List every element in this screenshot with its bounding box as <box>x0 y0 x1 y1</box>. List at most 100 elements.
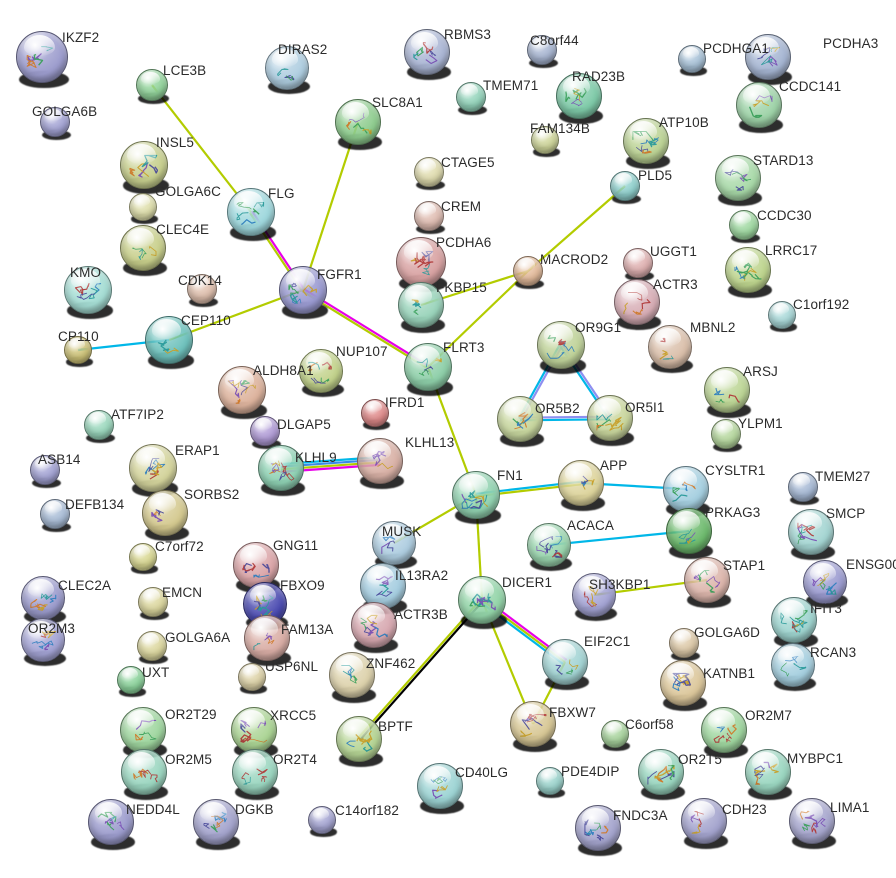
protein-structure-glyph <box>811 572 840 596</box>
node-label-katnb1: KATNB1 <box>703 666 756 681</box>
protein-node-golga6c[interactable] <box>129 193 158 224</box>
protein-node-ylpm1[interactable] <box>711 419 742 452</box>
protein-node-dicer1[interactable] <box>458 576 507 629</box>
node-rim <box>649 326 691 368</box>
node-label-dlgap5: DLGAP5 <box>277 417 331 432</box>
protein-node-katnb1[interactable] <box>660 660 707 711</box>
node-label-prkag3: PRKAG3 <box>705 505 761 520</box>
protein-node-asb14[interactable] <box>30 455 61 488</box>
node-highlight <box>630 121 658 140</box>
protein-node-bptf[interactable] <box>336 716 383 767</box>
protein-node-uggt1[interactable] <box>623 248 654 281</box>
protein-node-klhl13[interactable] <box>357 438 404 489</box>
node-label-fam13a: FAM13A <box>281 622 334 637</box>
node-highlight <box>715 421 734 434</box>
protein-node-mbnl2[interactable] <box>648 325 693 374</box>
protein-node-macrod2[interactable] <box>513 256 544 289</box>
node-label-golga6a: GOLGA6A <box>165 630 231 645</box>
protein-node-fgfr1[interactable] <box>279 266 328 319</box>
node-sphere <box>193 799 239 845</box>
protein-node-or2t4[interactable] <box>232 749 279 800</box>
edge-slc8a1-fgfr1[interactable] <box>301 121 360 291</box>
protein-node-ikzf2[interactable] <box>16 31 70 89</box>
protein-node-ensg0000[interactable] <box>803 560 848 609</box>
protein-node-pld5[interactable] <box>610 171 641 204</box>
node-label-kmo: KMO <box>70 265 102 280</box>
node-sphere <box>357 438 403 484</box>
node-rim <box>194 800 238 844</box>
protein-structure-glyph <box>656 337 685 361</box>
protein-node-fn1[interactable] <box>452 471 501 524</box>
protein-node-uxt[interactable] <box>117 666 146 697</box>
node-label-usp6nl: USP6NL <box>265 659 319 674</box>
node-highlight <box>249 585 276 603</box>
node-rim <box>790 799 834 843</box>
protein-node-c7orf72[interactable] <box>129 543 158 574</box>
node-highlight <box>411 32 439 51</box>
node-highlight <box>88 412 107 425</box>
node-label-cd40lg: CD40LG <box>455 765 509 780</box>
protein-node-atf7ip2[interactable] <box>84 410 115 443</box>
protein-node-ccdc141[interactable] <box>736 82 783 133</box>
protein-node-golga6b[interactable] <box>40 107 71 140</box>
protein-node-c6orf58[interactable] <box>601 720 630 751</box>
protein-node-or5i1[interactable] <box>587 395 634 446</box>
node-highlight <box>565 463 593 482</box>
protein-node-pde4dip[interactable] <box>536 767 565 798</box>
node-label-acaca: ACACA <box>567 518 615 533</box>
protein-node-lima1[interactable] <box>789 798 836 849</box>
protein-node-ctage5[interactable] <box>414 157 445 190</box>
protein-node-dgkb[interactable] <box>193 799 240 850</box>
protein-node-app[interactable] <box>558 460 605 511</box>
protein-structure-glyph <box>235 201 266 227</box>
node-label-diras2: DIRAS2 <box>278 42 328 57</box>
protein-structure-glyph <box>545 334 576 360</box>
edge-acaca-prkag3[interactable] <box>548 529 690 547</box>
protein-node-golga6a[interactable] <box>137 631 168 664</box>
protein-node-usp6nl[interactable] <box>238 663 267 694</box>
protein-node-cdh23[interactable] <box>681 798 728 849</box>
protein-node-acaca[interactable] <box>527 523 572 572</box>
protein-node-or2t29[interactable] <box>120 707 167 758</box>
protein-node-fkbp15[interactable] <box>398 282 445 333</box>
node-label-or2m5: OR2M5 <box>165 752 213 767</box>
protein-structure-glyph <box>689 810 719 835</box>
protein-node-arsj[interactable] <box>704 367 751 418</box>
node-sphere <box>536 767 564 795</box>
protein-node-crem[interactable] <box>414 201 445 234</box>
node-label-sh3kbp1: SH3KBP1 <box>589 577 651 592</box>
protein-node-tmem27[interactable] <box>788 472 819 505</box>
node-highlight <box>200 802 228 821</box>
node-highlight <box>772 303 789 315</box>
protein-node-tmem71[interactable] <box>456 82 487 115</box>
protein-node-or2m7[interactable] <box>701 707 748 758</box>
protein-node-pcdhga1[interactable] <box>678 45 707 76</box>
edge-pld5-macrod2[interactable] <box>527 185 626 272</box>
protein-node-sorbs2[interactable] <box>142 490 189 541</box>
protein-node-stard13[interactable] <box>715 155 762 206</box>
node-sphere <box>351 602 397 648</box>
protein-node-erap1[interactable] <box>129 444 178 497</box>
node-rim <box>624 249 652 277</box>
protein-node-c1orf192[interactable] <box>768 301 797 332</box>
protein-node-eif2c1[interactable] <box>542 639 589 690</box>
protein-node-cysltr1[interactable] <box>663 466 710 517</box>
protein-node-actr3b[interactable] <box>351 602 398 653</box>
node-label-fndc3a: FNDC3A <box>613 808 668 823</box>
node-highlight <box>149 493 177 512</box>
node-highlight <box>594 398 622 417</box>
protein-node-ccdc30[interactable] <box>729 210 760 243</box>
protein-node-c14orf182[interactable] <box>308 806 337 837</box>
edge-lce3b-flg[interactable] <box>151 84 252 213</box>
node-label-flrt3: FLRT3 <box>443 340 485 355</box>
protein-node-rcan3[interactable] <box>771 643 816 692</box>
node-highlight <box>418 203 437 216</box>
node-label-ifrd1: IFRD1 <box>385 395 425 410</box>
protein-node-dlgap5[interactable] <box>250 416 281 449</box>
protein-node-mybpc1[interactable] <box>745 749 792 800</box>
protein-node-or2m5[interactable] <box>121 749 168 800</box>
node-label-fbxw7: FBXW7 <box>549 705 597 720</box>
node-rim <box>737 83 781 127</box>
node-sphere <box>587 395 633 441</box>
node-rim <box>746 750 790 794</box>
